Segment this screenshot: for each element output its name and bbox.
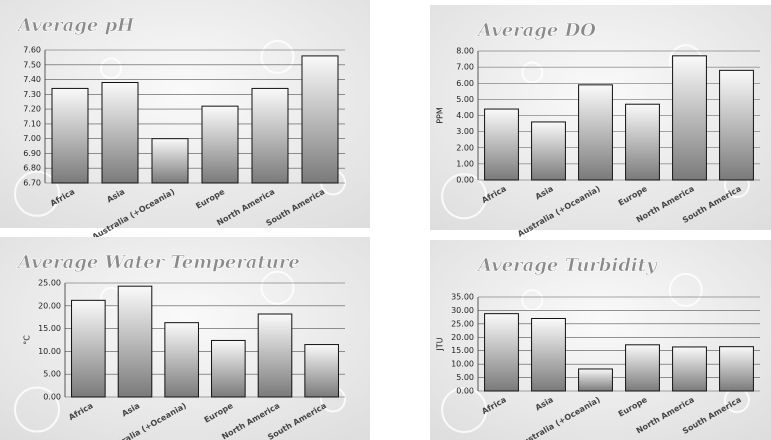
y-tick-label: 7.00 (456, 63, 474, 72)
bar (673, 347, 707, 391)
y-tick-label: 5.00 (456, 95, 474, 104)
bar (118, 286, 152, 397)
bar (485, 314, 519, 391)
bar (579, 369, 613, 391)
bar (52, 88, 88, 183)
chart-title: Average pH (16, 15, 135, 36)
bar (579, 85, 613, 180)
y-tick-label: 0.00 (43, 393, 61, 402)
y-tick-label: 7.30 (23, 90, 41, 99)
y-tick-label: 15.00 (38, 324, 61, 333)
bar (72, 300, 106, 397)
bar (720, 347, 754, 391)
y-tick-label: 7.50 (23, 60, 41, 69)
chart-title: Average Water Temperature (16, 252, 300, 273)
y-tick-label: 6.00 (456, 79, 474, 88)
y-tick-label: 7.60 (23, 46, 41, 55)
y-tick-label: 7.40 (23, 75, 41, 84)
y-tick-label: 2.00 (456, 143, 474, 152)
y-tick-label: 35.00 (451, 293, 474, 302)
chart-title: Average Turbidity (476, 255, 658, 276)
bar (212, 340, 246, 397)
bar (102, 83, 138, 183)
y-axis-label: PPM (436, 107, 445, 124)
chart-title: Average DO (476, 20, 596, 41)
bar (673, 56, 707, 180)
chart-panel: Average pH 6.70 6.80 6.90 7.00 7.10 7.20 7.30 7.… (0, 0, 370, 242)
bar (252, 88, 288, 183)
bar (485, 109, 519, 180)
y-tick-label: 6.70 (23, 179, 41, 188)
y-tick-label: 7.10 (23, 119, 41, 128)
y-tick-label: 6.80 (23, 164, 41, 173)
y-tick-label: 20.00 (451, 333, 474, 342)
bar (626, 104, 660, 180)
y-axis-label: °C (23, 335, 32, 345)
bar (305, 345, 339, 397)
y-tick-label: 0.00 (456, 176, 474, 185)
y-tick-label: 10.00 (38, 347, 61, 356)
y-tick-label: 1.00 (456, 159, 474, 168)
chart-panel: Average Water Temperature °C 0.00 5.00 10.00… (0, 237, 370, 440)
y-tick-label: 15.00 (451, 346, 474, 355)
y-tick-label: 4.00 (456, 111, 474, 120)
bar (302, 56, 338, 183)
bar (532, 122, 566, 180)
y-tick-label: 5.00 (456, 373, 474, 382)
bar (720, 70, 754, 180)
y-tick-label: 7.20 (23, 105, 41, 114)
bar (202, 106, 238, 183)
y-tick-label: 25.00 (38, 279, 61, 288)
y-tick-label: 7.00 (23, 134, 41, 143)
bar (258, 314, 292, 397)
bar (626, 345, 660, 391)
y-tick-label: 0.00 (456, 387, 474, 396)
y-tick-label: 25.00 (451, 319, 474, 328)
y-tick-label: 10.00 (451, 360, 474, 369)
bar (165, 323, 199, 397)
bar (532, 318, 566, 391)
y-tick-label: 30.00 (451, 306, 474, 315)
y-tick-label: 6.90 (23, 149, 41, 158)
bar (152, 139, 188, 183)
y-tick-label: 8.00 (456, 47, 474, 56)
y-tick-label: 3.00 (456, 127, 474, 136)
y-axis-label: JTU (436, 337, 445, 351)
y-tick-label: 5.00 (43, 370, 61, 379)
y-tick-label: 20.00 (38, 301, 61, 310)
chart-panel: Average Turbidity JTU 0.00 5.00 10.00 15.00 20… (430, 240, 771, 440)
chart-panel: Average DO PPM 0.00 1.00 2.00 3.00 4.00 5.00 6.0… (430, 5, 771, 239)
dashboard: Average pH 6.70 6.80 6.90 7.00 7.10 7.20 7.30 7.… (0, 0, 771, 440)
